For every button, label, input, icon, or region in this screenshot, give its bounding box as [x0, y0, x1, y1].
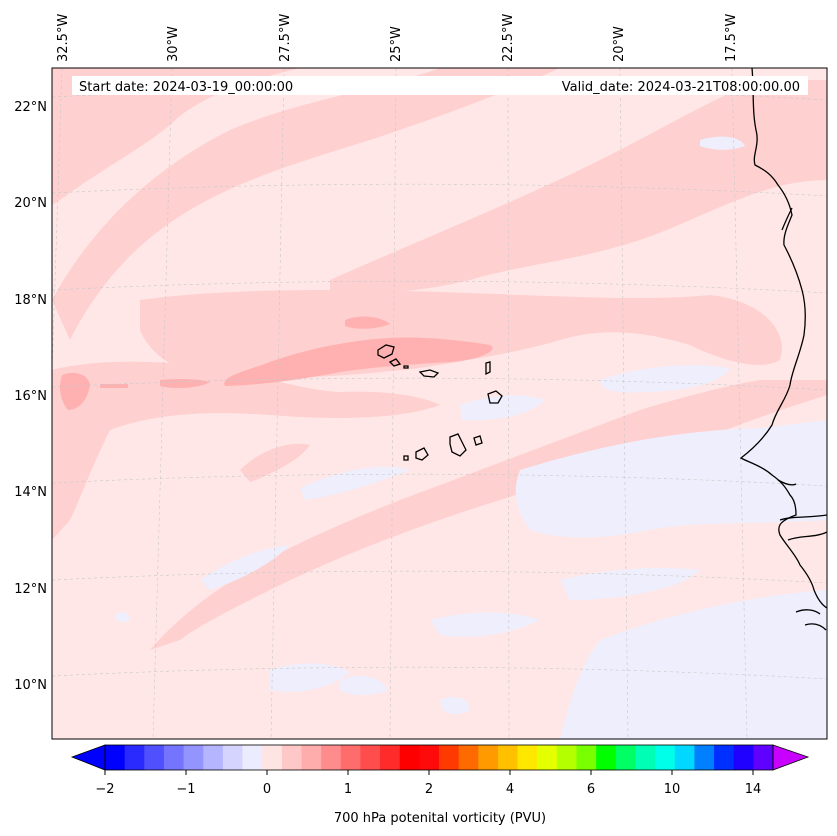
colorbar-cell [478, 745, 499, 770]
island-maio [473, 435, 483, 446]
lat-label: 10°N [14, 678, 47, 693]
colorbar-cell [203, 745, 224, 770]
colorbar-tick-label: 1 [344, 782, 352, 797]
colorbar-cell [222, 745, 243, 770]
map-panel: Start date: 2024-03-19_00:00:00 Valid_da… [52, 68, 827, 739]
lon-label: 22.5°W [501, 14, 516, 62]
colorbar-cell [380, 745, 401, 770]
colorbar-cell [163, 745, 184, 770]
colorbar-cell [556, 745, 577, 770]
colorbar-cell [694, 745, 715, 770]
valid-date-label: Valid_date: 2024-03-21T08:00:00.00 [562, 80, 800, 95]
colorbar-cells [105, 745, 774, 770]
header-strip [72, 76, 808, 95]
colorbar-cell [674, 745, 695, 770]
colorbar-cell [576, 745, 597, 770]
colorbar-cell [733, 745, 754, 770]
colorbar-tick-label: 2 [425, 782, 433, 797]
colorbar-cell [321, 745, 342, 770]
colorbar-cell [655, 745, 676, 770]
colorbar-tick-labels: −2 −1 0 1 2 4 6 10 14 [95, 782, 761, 797]
island-brava [403, 455, 409, 461]
colorbar-cell [105, 745, 126, 770]
colorbar-tick-label: −1 [176, 782, 195, 797]
colorbar-tick-label: 0 [263, 782, 271, 797]
colorbar-cell [183, 745, 204, 770]
colorbar-ticks [104, 770, 754, 775]
colorbar-tick-label: 4 [506, 782, 514, 797]
colorbar-cell [360, 745, 381, 770]
colorbar-outline [104, 744, 774, 771]
start-date-label: Start date: 2024-03-19_00:00:00 [79, 80, 293, 95]
island-sal [485, 361, 491, 376]
island-fogo [415, 447, 429, 461]
lon-label: 27.5°W [278, 14, 293, 62]
island-sao-nicolau [418, 369, 440, 378]
colorbar-cell [340, 745, 361, 770]
colorbar-cell [399, 745, 420, 770]
colorbar-cell [281, 745, 302, 770]
lat-label: 14°N [14, 485, 47, 500]
lon-label: 20°W [612, 26, 627, 62]
island-sao-vicente [388, 358, 402, 367]
colorbar-cell [517, 745, 538, 770]
island-boa-vista [487, 390, 503, 404]
lon-label: 32.5°W [56, 14, 71, 62]
colorbar-tick-label: −2 [95, 782, 114, 797]
pv-mid-band-contours [60, 316, 493, 410]
lat-label: 20°N [14, 196, 47, 211]
colorbar-cell [497, 745, 518, 770]
colorbar-cell [144, 745, 165, 770]
colorbar-cell [301, 745, 322, 770]
colorbar-cell [124, 745, 145, 770]
island-santo-antao [377, 344, 395, 359]
colorbar-tick-label: 6 [587, 782, 595, 797]
island-santa-luzia [403, 365, 409, 369]
colorbar: −2 −1 0 1 2 4 6 10 14 700 hPa potenital … [70, 744, 810, 826]
lat-label: 22°N [14, 100, 47, 115]
lat-label: 16°N [14, 389, 47, 404]
colorbar-cell [596, 745, 617, 770]
africa-coastline [739, 68, 827, 609]
colorbar-cell [262, 745, 283, 770]
colorbar-cell [458, 745, 479, 770]
colorbar-cell [714, 745, 735, 770]
colorbar-cell [537, 745, 558, 770]
island-santiago [449, 433, 467, 457]
map-frame [51, 67, 828, 740]
lat-label: 18°N [14, 293, 47, 308]
cape-verde-islands [377, 344, 503, 461]
lat-label: 12°N [14, 582, 47, 597]
colorbar-over-arrow [772, 744, 810, 771]
colorbar-cell [615, 745, 636, 770]
longitude-labels: 32.5°W 30°W 27.5°W 25°W 22.5°W 20°W 17.5… [56, 14, 739, 62]
colorbar-cell [242, 745, 263, 770]
lon-label: 25°W [389, 26, 404, 62]
lon-label: 17.5°W [724, 14, 739, 62]
colorbar-tick-label: 10 [664, 782, 681, 797]
colorbar-under-arrow [70, 744, 106, 771]
coastline [739, 68, 827, 631]
colorbar-tick-label: 14 [745, 782, 762, 797]
colorbar-cell [635, 745, 656, 770]
latitude-labels: 22°N 20°N 18°N 16°N 14°N 12°N 10°N [14, 100, 47, 693]
colorbar-cell [753, 745, 774, 770]
lon-label: 30°W [166, 26, 181, 62]
colorbar-cell [419, 745, 440, 770]
colorbar-label: 700 hPa potenital vorticity (PVU) [334, 811, 546, 826]
colorbar-cell [439, 745, 460, 770]
